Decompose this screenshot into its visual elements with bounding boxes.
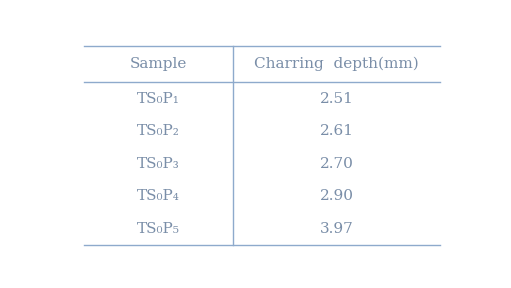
Text: 2.70: 2.70 (320, 157, 354, 171)
Text: 2.51: 2.51 (320, 92, 354, 105)
Text: 3.97: 3.97 (320, 222, 354, 236)
Text: Charring  depth(mm): Charring depth(mm) (254, 57, 419, 71)
Text: TS₀P₂: TS₀P₂ (137, 124, 180, 138)
Text: TS₀P₄: TS₀P₄ (137, 189, 180, 203)
Text: 2.61: 2.61 (320, 124, 354, 138)
Text: Sample: Sample (130, 57, 187, 71)
Text: TS₀P₁: TS₀P₁ (137, 92, 180, 105)
Text: 2.90: 2.90 (320, 189, 354, 203)
Text: TS₀P₃: TS₀P₃ (137, 157, 180, 171)
Text: TS₀P₅: TS₀P₅ (137, 222, 180, 236)
